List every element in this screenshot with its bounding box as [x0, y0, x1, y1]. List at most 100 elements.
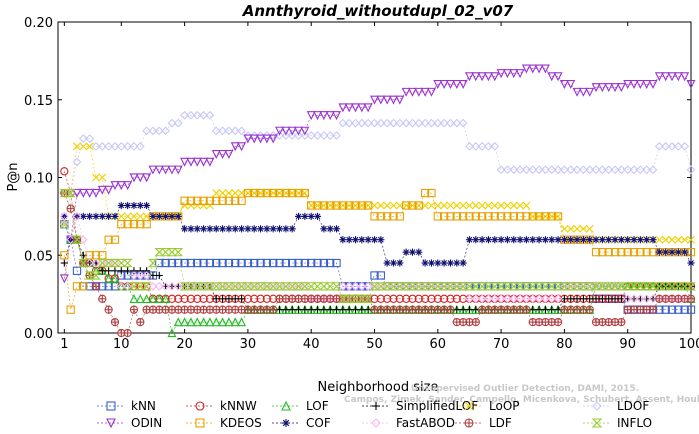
legend-item-simplifiedlof: SimplifiedLOF	[362, 399, 478, 413]
data-point	[484, 294, 493, 304]
data-point	[624, 236, 632, 244]
x-tick-label: 10	[113, 337, 130, 352]
data-point	[117, 212, 126, 221]
data-point	[293, 282, 304, 291]
data-point	[674, 305, 683, 314]
data-point	[217, 282, 228, 291]
data-point	[193, 294, 202, 303]
data-point	[72, 266, 82, 275]
data-point	[193, 225, 201, 233]
watermark-line-2: Campos, Zimek, Sander, Campello, Micenko…	[344, 395, 699, 405]
data-point	[256, 134, 266, 144]
data-point	[591, 282, 601, 291]
data-point	[192, 282, 203, 291]
data-point	[351, 236, 360, 244]
data-point	[497, 201, 506, 210]
data-point	[167, 165, 177, 175]
data-point	[149, 212, 157, 220]
data-point	[611, 295, 619, 303]
data-point	[509, 69, 519, 79]
data-point	[522, 165, 531, 175]
data-point	[180, 110, 189, 120]
data-point	[515, 165, 525, 175]
data-point	[225, 295, 233, 303]
data-point	[433, 294, 442, 303]
x-axis-label: Neighborhood size	[318, 380, 439, 395]
data-point	[237, 295, 246, 303]
data-point	[395, 212, 404, 221]
data-point	[503, 212, 512, 221]
data-point	[174, 212, 182, 220]
data-point	[60, 212, 68, 220]
data-point	[681, 248, 689, 256]
data-point	[306, 282, 317, 291]
legend-item-fastabod: FastABOD	[362, 416, 455, 430]
data-point	[275, 258, 284, 268]
data-point	[237, 258, 246, 268]
data-point	[249, 131, 259, 140]
data-point	[408, 118, 417, 128]
data-point	[287, 126, 297, 136]
data-point	[223, 282, 234, 291]
data-point	[515, 212, 525, 221]
data-point	[578, 282, 589, 291]
data-point	[490, 72, 500, 82]
data-point	[459, 306, 467, 314]
data-point	[535, 236, 543, 244]
data-point	[275, 126, 285, 136]
data-point	[680, 142, 690, 151]
data-point	[218, 150, 228, 160]
data-point	[483, 282, 494, 291]
data-point	[661, 142, 671, 151]
data-point	[389, 201, 398, 210]
data-point	[401, 201, 411, 210]
data-point	[566, 224, 575, 233]
data-point	[408, 248, 417, 256]
data-point	[541, 306, 550, 314]
data-point	[477, 212, 487, 221]
data-point	[376, 95, 386, 105]
data-point	[72, 282, 82, 291]
data-point	[522, 236, 531, 244]
data-point	[338, 118, 348, 128]
data-point	[161, 281, 170, 291]
data-point	[337, 294, 348, 303]
data-point	[224, 196, 234, 205]
data-point	[250, 258, 259, 268]
data-point	[135, 271, 145, 280]
data-point	[155, 271, 163, 280]
data-point	[212, 295, 220, 303]
data-point	[167, 258, 177, 268]
series-knnw	[60, 167, 696, 303]
data-point	[79, 212, 87, 220]
data-point	[553, 294, 563, 304]
data-point	[338, 281, 348, 291]
data-point	[642, 165, 652, 175]
data-point	[597, 282, 608, 291]
data-point	[370, 271, 379, 280]
data-point	[307, 201, 316, 210]
data-point	[212, 196, 221, 205]
data-point	[370, 212, 379, 221]
data-point	[300, 126, 310, 136]
data-point	[299, 282, 310, 291]
data-point	[78, 188, 88, 198]
data-point	[559, 80, 569, 90]
data-point	[313, 306, 322, 314]
data-point	[332, 111, 342, 121]
data-point	[541, 165, 550, 175]
data-point	[407, 282, 418, 291]
data-point	[269, 188, 278, 198]
legend-item-knnw: kNNW	[186, 399, 257, 413]
data-point	[237, 317, 247, 327]
data-point	[331, 282, 342, 291]
data-point	[211, 150, 221, 160]
data-point	[433, 80, 443, 90]
plot-area: 1 10 20 30 40 50 60 70 80 90 100 0.00 0.05 0.10 0.15 0.…	[24, 16, 699, 352]
data-point	[680, 305, 689, 314]
data-point	[522, 201, 531, 210]
data-point	[135, 173, 145, 183]
data-point	[559, 282, 570, 291]
data-point	[332, 258, 341, 268]
legend-label: LDF	[489, 416, 512, 430]
